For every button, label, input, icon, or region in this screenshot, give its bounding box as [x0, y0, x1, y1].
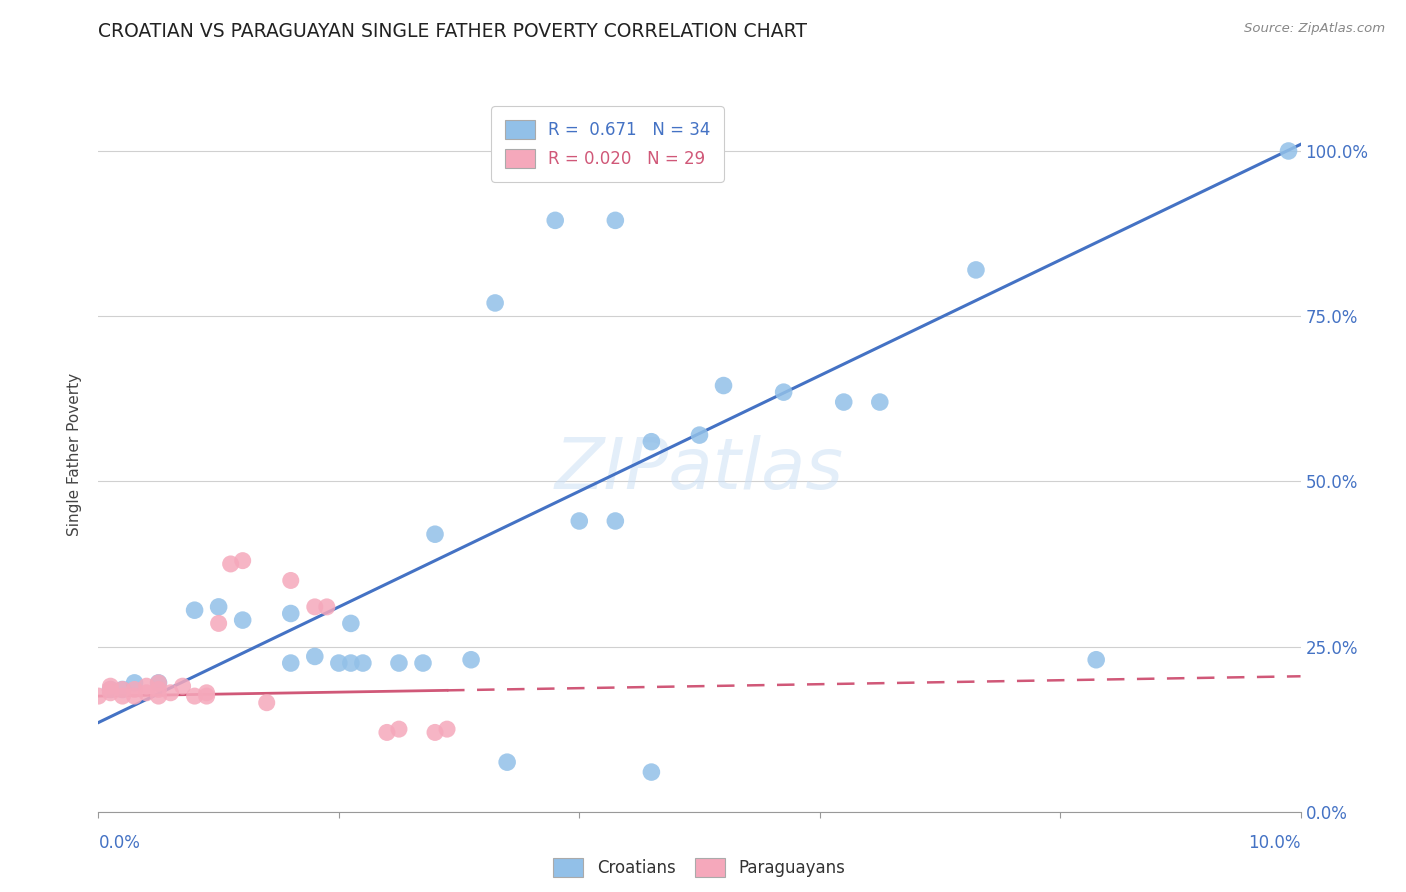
Point	[124, 676, 146, 690]
Point	[460, 653, 482, 667]
Point	[183, 689, 205, 703]
Point	[388, 656, 411, 670]
Point	[423, 527, 446, 541]
Text: Source: ZipAtlas.com: Source: ZipAtlas.com	[1244, 22, 1385, 36]
Point	[124, 689, 146, 703]
Point	[148, 676, 170, 690]
Point	[304, 599, 326, 614]
Point	[111, 689, 134, 703]
Point	[87, 689, 110, 703]
Point	[640, 765, 662, 780]
Point	[111, 682, 134, 697]
Point	[328, 656, 350, 670]
Point	[436, 722, 458, 736]
Text: 0.0%: 0.0%	[98, 834, 141, 852]
Point	[208, 599, 231, 614]
Point	[100, 679, 122, 693]
Text: CROATIAN VS PARAGUAYAN SINGLE FATHER POVERTY CORRELATION CHART: CROATIAN VS PARAGUAYAN SINGLE FATHER POV…	[98, 22, 807, 41]
Point	[304, 649, 326, 664]
Point	[340, 656, 363, 670]
Point	[148, 682, 170, 697]
Point	[544, 213, 567, 227]
Point	[315, 599, 337, 614]
Legend: Croatians, Paraguayans: Croatians, Paraguayans	[546, 849, 853, 886]
Point	[375, 725, 398, 739]
Point	[280, 607, 302, 621]
Point	[172, 679, 194, 693]
Point	[352, 656, 374, 670]
Point	[1085, 653, 1108, 667]
Point	[605, 213, 627, 227]
Point	[183, 603, 205, 617]
Point	[208, 616, 231, 631]
Point	[232, 613, 254, 627]
Point	[965, 263, 987, 277]
Text: 10.0%: 10.0%	[1249, 834, 1301, 852]
Point	[100, 682, 122, 697]
Point	[280, 574, 302, 588]
Point	[496, 755, 519, 769]
Point	[100, 686, 122, 700]
Point	[689, 428, 711, 442]
Point	[135, 686, 157, 700]
Point	[256, 696, 278, 710]
Point	[148, 676, 170, 690]
Point	[484, 296, 506, 310]
Point	[135, 679, 157, 693]
Point	[640, 434, 662, 449]
Point	[100, 682, 122, 697]
Point	[772, 385, 794, 400]
Text: ZIPatlas: ZIPatlas	[555, 434, 844, 504]
Point	[832, 395, 855, 409]
Point	[219, 557, 242, 571]
Point	[423, 725, 446, 739]
Point	[195, 686, 218, 700]
Point	[412, 656, 434, 670]
Point	[148, 689, 170, 703]
Point	[869, 395, 891, 409]
Point	[232, 554, 254, 568]
Point	[388, 722, 411, 736]
Point	[159, 686, 181, 700]
Y-axis label: Single Father Poverty: Single Father Poverty	[67, 374, 83, 536]
Point	[340, 616, 363, 631]
Point	[111, 682, 134, 697]
Point	[195, 689, 218, 703]
Point	[280, 656, 302, 670]
Point	[1277, 144, 1299, 158]
Point	[124, 682, 146, 697]
Point	[568, 514, 591, 528]
Point	[713, 378, 735, 392]
Point	[605, 514, 627, 528]
